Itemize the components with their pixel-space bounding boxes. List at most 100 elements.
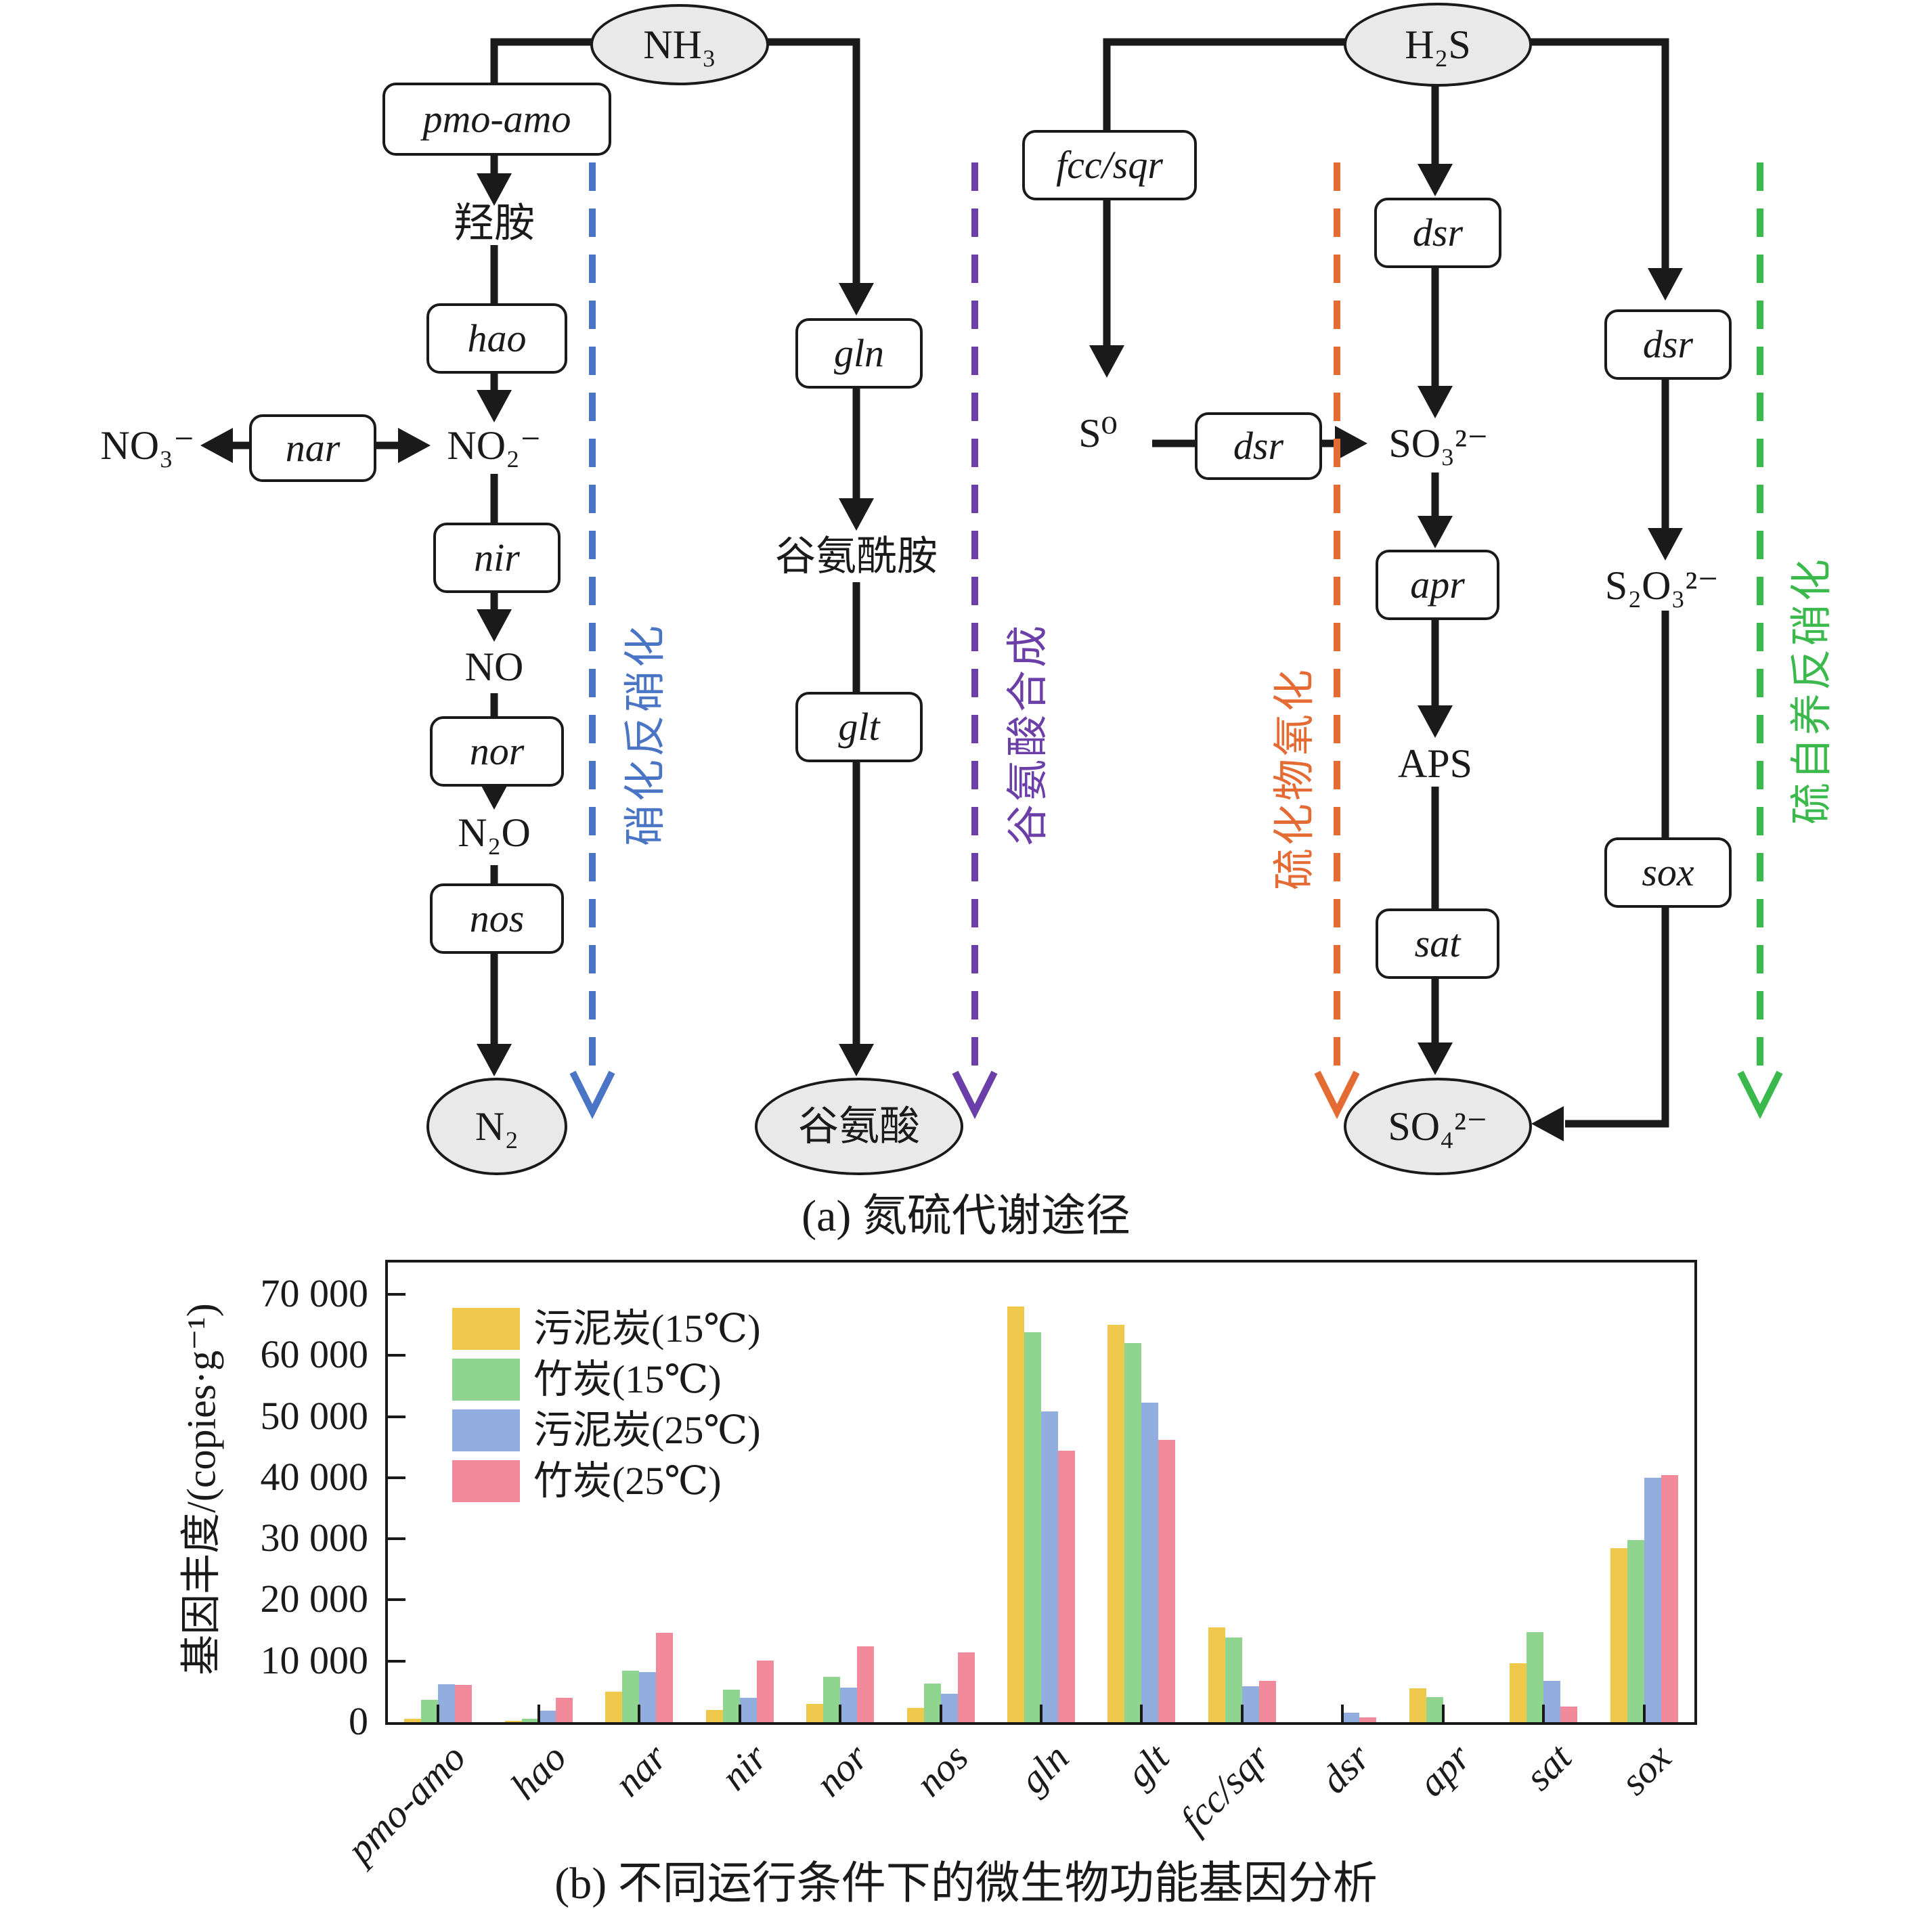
- gene-box-dsr-label: dsr: [1233, 424, 1284, 468]
- legend-swatch-竹炭(15℃): [452, 1359, 520, 1401]
- bar-gln-污泥炭(25℃): [1041, 1411, 1058, 1722]
- species-no3: NO₃⁻: [100, 423, 195, 468]
- panel-b-caption: (b) 不同运行条件下的微生物功能基因分析: [554, 1859, 1378, 1908]
- bar-glt-竹炭(15℃): [1124, 1343, 1142, 1722]
- bar-hao-竹炭(25℃): [555, 1698, 573, 1722]
- node-h2s-label: H₂S: [1405, 22, 1471, 67]
- gene-box-dsr-horizontal: dsr: [1195, 412, 1322, 480]
- y-tick-label-0: 0: [349, 1699, 368, 1743]
- bar-sox-污泥炭(15℃): [1610, 1548, 1627, 1722]
- legend-swatch-污泥炭(15℃): [452, 1308, 520, 1350]
- y-tick-60000: [388, 1354, 405, 1357]
- bar-sat-污泥炭(25℃): [1543, 1681, 1561, 1722]
- x-tick-nor: [839, 1705, 842, 1722]
- bar-nar-竹炭(15℃): [622, 1671, 640, 1722]
- x-tick-nir: [738, 1705, 741, 1722]
- x-category-label-apr: apr: [1409, 1735, 1479, 1805]
- y-tick-label-20000: 20 000: [260, 1577, 369, 1621]
- y-tick-10000: [388, 1659, 405, 1663]
- y-tick-label-40000: 40 000: [260, 1454, 369, 1499]
- x-tick-glt: [1140, 1705, 1143, 1722]
- gene-box-nor: nor: [430, 716, 564, 787]
- bar-nir-污泥炭(25℃): [739, 1698, 757, 1722]
- gene-box-nos: nos: [430, 883, 564, 954]
- gene-box-pmo-amo-label: pmo-amo: [422, 97, 571, 141]
- bar-nor-竹炭(25℃): [857, 1646, 875, 1722]
- node-nh3-label: NH₃: [643, 22, 716, 67]
- node-n2-label: N₂: [475, 1104, 519, 1149]
- species-hydroxylamine: 羟胺: [454, 201, 535, 246]
- bar-nos-竹炭(15℃): [923, 1684, 941, 1722]
- x-tick-apr: [1441, 1705, 1445, 1722]
- x-category-label-sox: sox: [1612, 1735, 1680, 1803]
- species-no: NO: [464, 644, 524, 689]
- bar-glt-污泥炭(15℃): [1107, 1325, 1125, 1722]
- legend-label-污泥炭(25℃): 污泥炭(25℃): [533, 1408, 761, 1452]
- x-category-label-nos: nos: [906, 1735, 977, 1805]
- bar-nir-污泥炭(15℃): [705, 1710, 723, 1722]
- x-category-label-nar: nar: [605, 1735, 676, 1805]
- gene-box-glt: glt: [795, 692, 923, 762]
- gene-box-nor-label: nor: [469, 729, 525, 773]
- x-tick-nos: [939, 1705, 942, 1722]
- species-s0: S⁰: [1078, 411, 1118, 456]
- y-tick-30000: [388, 1537, 405, 1541]
- legend-label-污泥炭(15℃): 污泥炭(15℃): [533, 1307, 761, 1351]
- species-n2o: N₂O: [458, 810, 531, 855]
- bar-nir-竹炭(15℃): [722, 1690, 740, 1722]
- plot-area: [385, 1260, 1697, 1725]
- pathway-label-nitrification-denitrification: 硝化反硝化: [623, 622, 669, 847]
- x-tick-sat: [1542, 1705, 1545, 1722]
- pathway-label-sulfur-autotrophic-denitrification: 硫自养反硝化: [1789, 556, 1835, 825]
- x-tick-gln: [1040, 1705, 1042, 1722]
- bar-dsr-污泥炭(25℃): [1342, 1713, 1360, 1722]
- gene-box-sat-label: sat: [1414, 921, 1461, 965]
- bar-sox-竹炭(15℃): [1627, 1540, 1644, 1722]
- bar-gln-污泥炭(15℃): [1007, 1307, 1024, 1722]
- bar-fcc/sqr-竹炭(15℃): [1225, 1638, 1242, 1722]
- legend-swatch-竹炭(25℃): [452, 1460, 520, 1502]
- node-glutamate: 谷氨酸: [755, 1078, 963, 1175]
- y-tick-label-50000: 50 000: [260, 1393, 369, 1438]
- bar-hao-竹炭(15℃): [521, 1719, 539, 1722]
- node-h2s: H₂S: [1344, 3, 1532, 87]
- gene-box-nar-label: nar: [285, 426, 341, 470]
- gene-box-nos-label: nos: [469, 896, 525, 940]
- gene-box-fcc-sqr: fcc/sqr: [1022, 130, 1197, 200]
- bar-glt-竹炭(25℃): [1158, 1440, 1176, 1722]
- y-tick-40000: [388, 1476, 405, 1479]
- y-tick-label-10000: 10 000: [260, 1638, 369, 1682]
- bar-sox-竹炭(25℃): [1661, 1475, 1678, 1722]
- y-tick-label-70000: 70 000: [260, 1271, 369, 1315]
- x-category-label-hao: hao: [502, 1735, 575, 1808]
- gene-box-dsr-label: dsr: [1412, 211, 1464, 255]
- gene-box-fcc-sqr-label: fcc/sqr: [1056, 143, 1163, 187]
- node-nh3: NH₃: [590, 4, 769, 85]
- legend-label-竹炭(15℃): 竹炭(15℃): [533, 1357, 722, 1401]
- gene-box-nir: nir: [433, 523, 561, 593]
- bar-nor-污泥炭(25℃): [840, 1688, 858, 1722]
- pathway-label-sulfide-oxidation: 硫化物氧化: [1272, 666, 1318, 891]
- bar-sat-竹炭(25℃): [1560, 1707, 1578, 1722]
- gene-box-gln: gln: [795, 318, 923, 389]
- bar-nos-竹炭(25℃): [957, 1652, 975, 1722]
- bar-pmo-amo-污泥炭(25℃): [438, 1684, 456, 1722]
- gene-box-apr: apr: [1376, 550, 1499, 620]
- bar-gln-竹炭(25℃): [1058, 1451, 1075, 1722]
- bar-glt-污泥炭(25℃): [1141, 1403, 1159, 1722]
- bar-nor-竹炭(15℃): [823, 1677, 841, 1722]
- node-n2: N₂: [426, 1078, 567, 1175]
- gene-box-sox: sox: [1604, 837, 1732, 908]
- x-category-label-dsr: dsr: [1312, 1735, 1379, 1802]
- gene-box-sat: sat: [1376, 908, 1499, 979]
- species-aps: APS: [1397, 741, 1473, 786]
- y-tick-20000: [388, 1598, 405, 1602]
- bar-nor-污泥炭(15℃): [806, 1704, 824, 1722]
- bar-pmo-amo-污泥炭(15℃): [404, 1719, 422, 1722]
- bar-pmo-amo-竹炭(25℃): [455, 1685, 473, 1722]
- y-tick-50000: [388, 1415, 405, 1418]
- bar-dsr-竹炭(25℃): [1359, 1717, 1377, 1722]
- species-no2: NO₂⁻: [447, 423, 542, 468]
- gene-box-nar: nar: [249, 414, 376, 482]
